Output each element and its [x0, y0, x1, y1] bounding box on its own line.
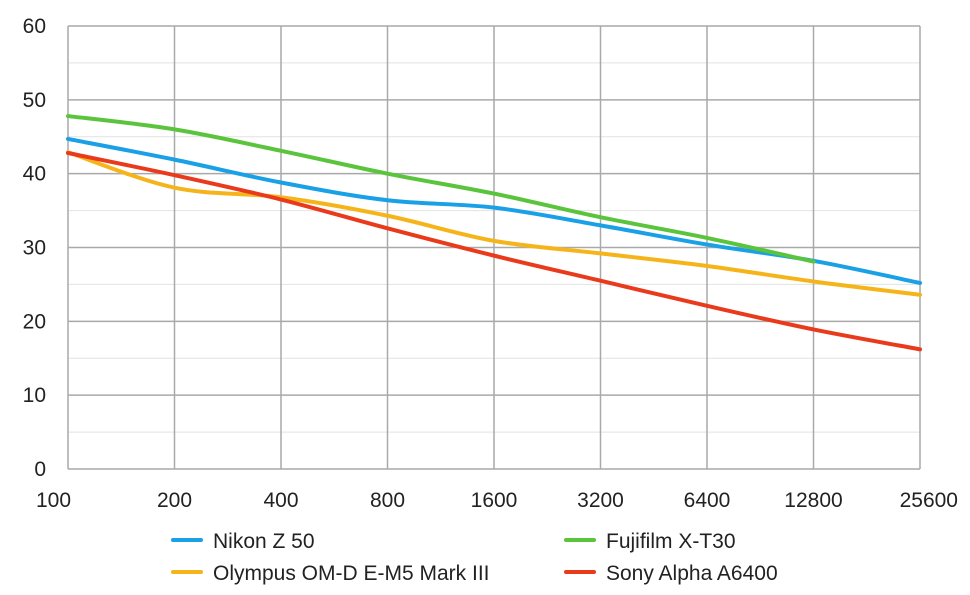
x-tick-label: 400 [263, 489, 298, 512]
x-tick-label: 6400 [684, 489, 731, 512]
y-tick-label: 20 [23, 310, 46, 333]
x-tick-label: 25600 [900, 489, 958, 512]
axes: 0 10 20 30 40 50 60 100 200 400 800 1600 3200 6400 128… [23, 15, 958, 512]
y-tick-label: 10 [23, 384, 46, 407]
legend-item-olympus-om-d-e-m5-mark-iii: Olympus OM-D E-M5 Mark III [171, 562, 490, 585]
legend-item-nikon-z-50: Nikon Z 50 [171, 530, 315, 553]
legend-label: Sony Alpha A6400 [606, 562, 778, 585]
y-tick-label: 60 [23, 15, 46, 38]
x-tick-label: 800 [370, 489, 405, 512]
y-tick-label: 40 [23, 163, 46, 186]
x-tick-label: 100 [36, 489, 71, 512]
legend: Nikon Z 50 Fujifilm X-T30 Olympus OM-D E-M… [171, 530, 778, 585]
series-line-fujifilm-x-t30 [66, 114, 816, 264]
x-tick-label: 200 [157, 489, 192, 512]
legend-item-sony-alpha-a6400: Sony Alpha A6400 [564, 562, 778, 585]
y-tick-label: 30 [23, 237, 46, 260]
series-lines [66, 114, 922, 352]
y-tick-label: 50 [23, 89, 46, 112]
legend-label: Nikon Z 50 [213, 530, 315, 553]
grid [67, 25, 921, 470]
x-tick-label: 1600 [471, 489, 518, 512]
legend-label: Olympus OM-D E-M5 Mark III [213, 562, 490, 585]
x-tick-label: 12800 [784, 489, 842, 512]
series-line-olympus-om-d-e-m5-mark-iii [66, 150, 922, 297]
y-tick-label: 0 [34, 458, 46, 481]
legend-item-fujifilm-x-t30: Fujifilm X-T30 [564, 530, 736, 553]
series-line-sony-alpha-a6400 [66, 150, 922, 352]
legend-label: Fujifilm X-T30 [606, 530, 736, 553]
x-tick-label: 3200 [577, 489, 624, 512]
